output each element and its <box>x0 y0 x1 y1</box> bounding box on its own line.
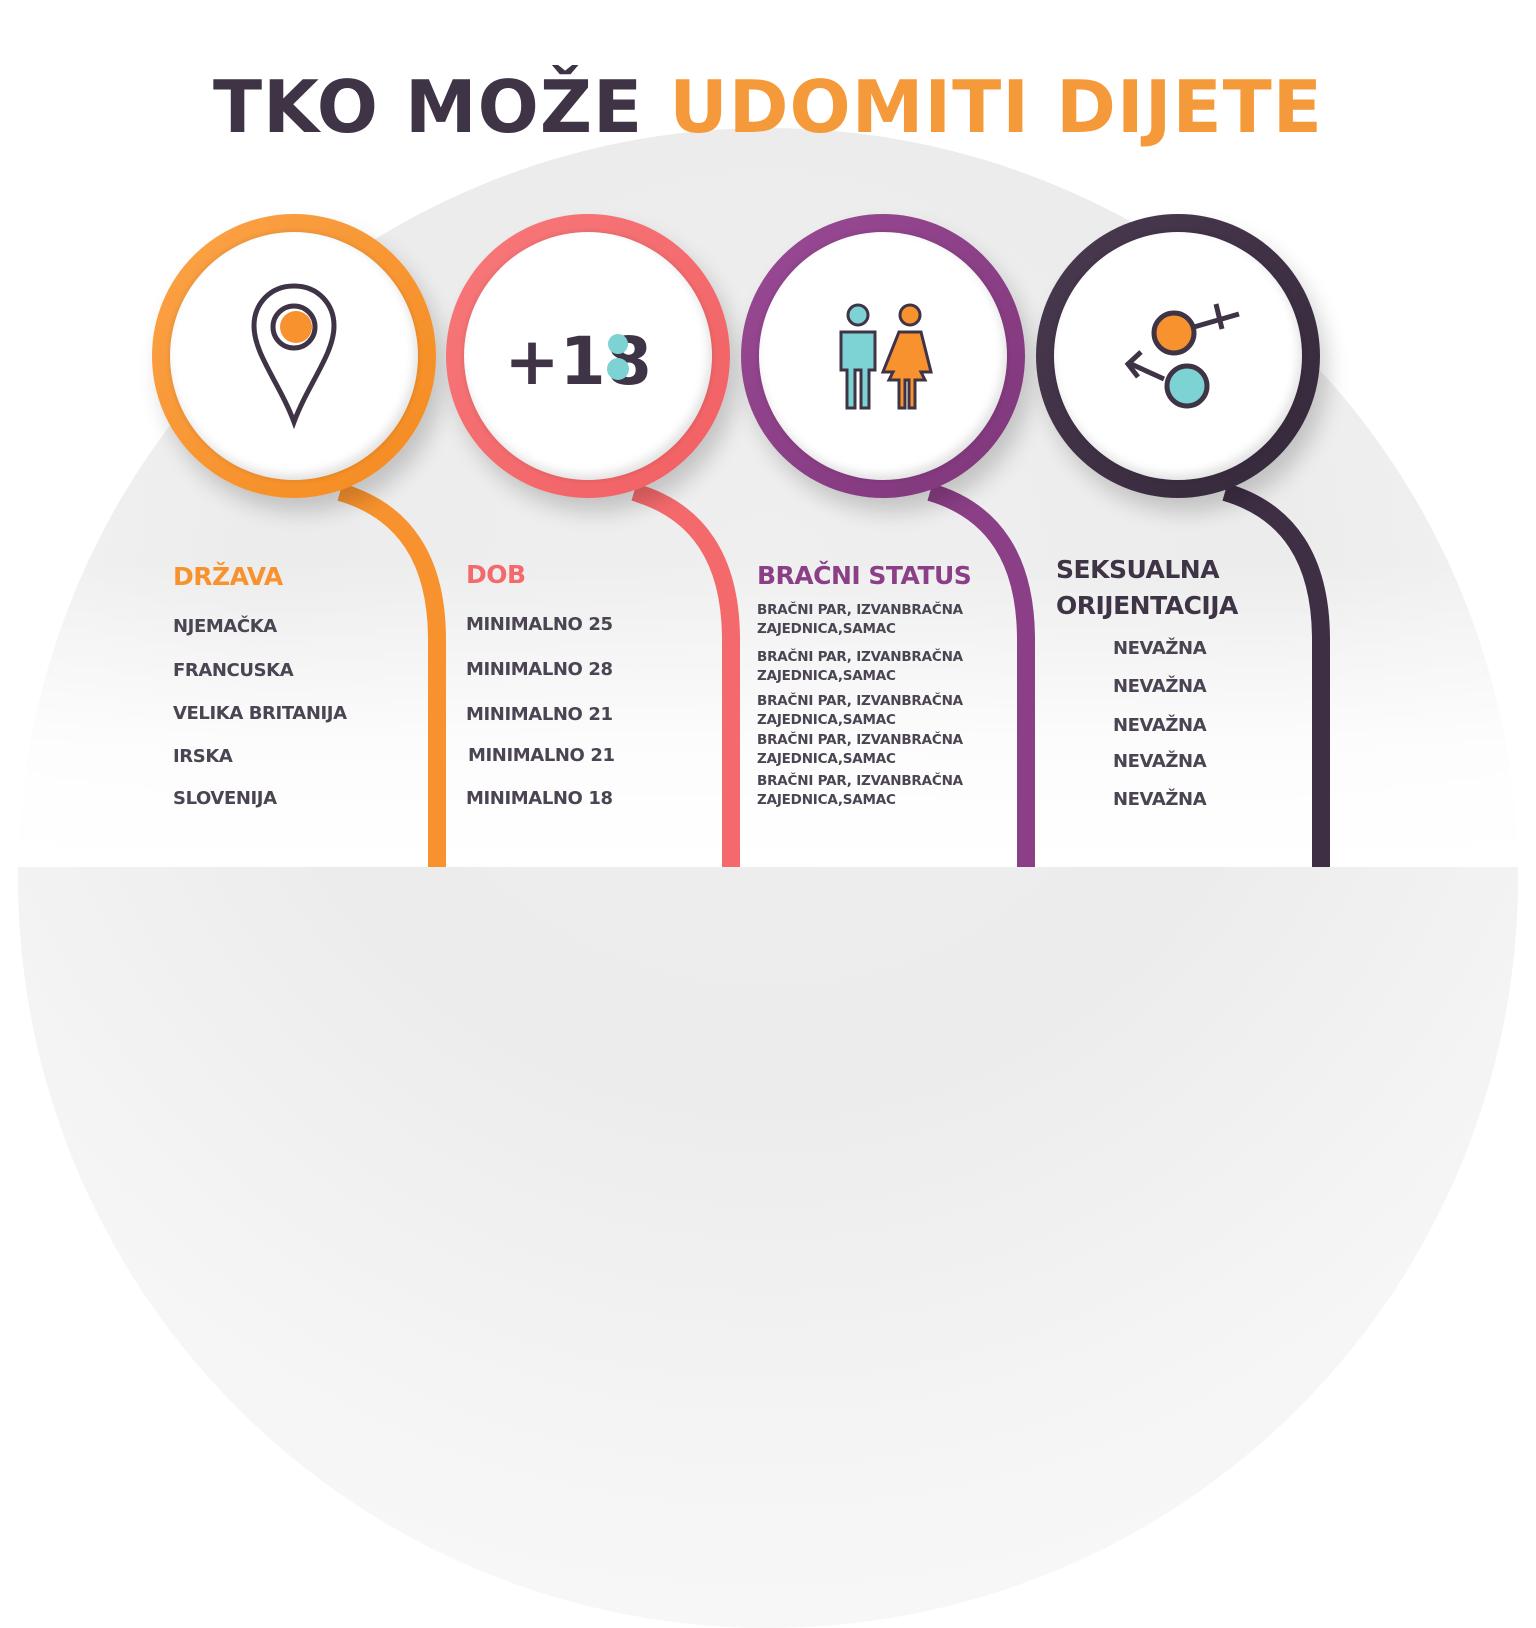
heading-age: DOB <box>466 560 526 589</box>
track-coral <box>631 483 740 867</box>
list-item: IRSKA <box>173 746 233 767</box>
list-item: NEVAŽNA <box>1113 715 1207 736</box>
list-item: NEVAŽNA <box>1113 789 1207 810</box>
list-item: FRANCUSKA <box>173 660 294 681</box>
connector-tracks <box>337 483 1330 867</box>
track-purple <box>927 483 1035 867</box>
location-pin-icon <box>251 283 337 430</box>
track-dark <box>1222 483 1330 867</box>
list-item: NJEMAČKA <box>173 616 277 637</box>
gender-symbols-icon <box>1124 303 1240 409</box>
list-item: MINIMALNO 25 <box>466 614 613 635</box>
list-item: SLOVENIJA <box>173 788 277 809</box>
list-item: NEVAŽNA <box>1113 751 1207 772</box>
age-18-icon: +18 <box>504 323 651 400</box>
list-item: NEVAŽNA <box>1113 676 1207 697</box>
list-item: MINIMALNO 28 <box>466 659 613 680</box>
page-title: TKO MOŽE UDOMITI DIJETE <box>0 62 1536 152</box>
list-item: BRAČNI PAR, IZVANBRAČNA ZAJEDNICA,SAMAC <box>757 732 963 767</box>
list-item: BRAČNI PAR, IZVANBRAČNA ZAJEDNICA,SAMAC <box>757 773 963 808</box>
list-item: MINIMALNO 18 <box>466 788 613 809</box>
title-part-orange: UDOMITI DIJETE <box>669 65 1323 149</box>
title-part-dark: TKO MOŽE <box>213 65 644 149</box>
circle-marital <box>741 214 1025 498</box>
list-item: BRAČNI PAR, IZVANBRAČNA ZAJEDNICA,SAMAC <box>757 602 963 637</box>
circle-orientation <box>1036 214 1320 498</box>
list-item: MINIMALNO 21 <box>466 704 613 725</box>
list-item: NEVAŽNA <box>1113 638 1207 659</box>
circle-country <box>152 214 436 498</box>
list-item: BRAČNI PAR, IZVANBRAČNA ZAJEDNICA,SAMAC <box>757 649 963 684</box>
age-label: +18 <box>504 323 651 400</box>
heading-marital-status: BRAČNI STATUS <box>757 561 972 590</box>
heading-country: DRŽAVA <box>173 562 283 591</box>
track-orange <box>337 483 446 867</box>
list-item: VELIKA BRITANIJA <box>173 703 347 724</box>
circle-age: +18 <box>446 214 730 498</box>
list-item: MINIMALNO 21 <box>468 745 615 766</box>
list-item: BRAČNI PAR, IZVANBRAČNA ZAJEDNICA,SAMAC <box>757 693 963 728</box>
heading-orientation: SEKSUALNA ORIJENTACIJA <box>1056 555 1238 620</box>
man-woman-icon <box>839 303 933 410</box>
